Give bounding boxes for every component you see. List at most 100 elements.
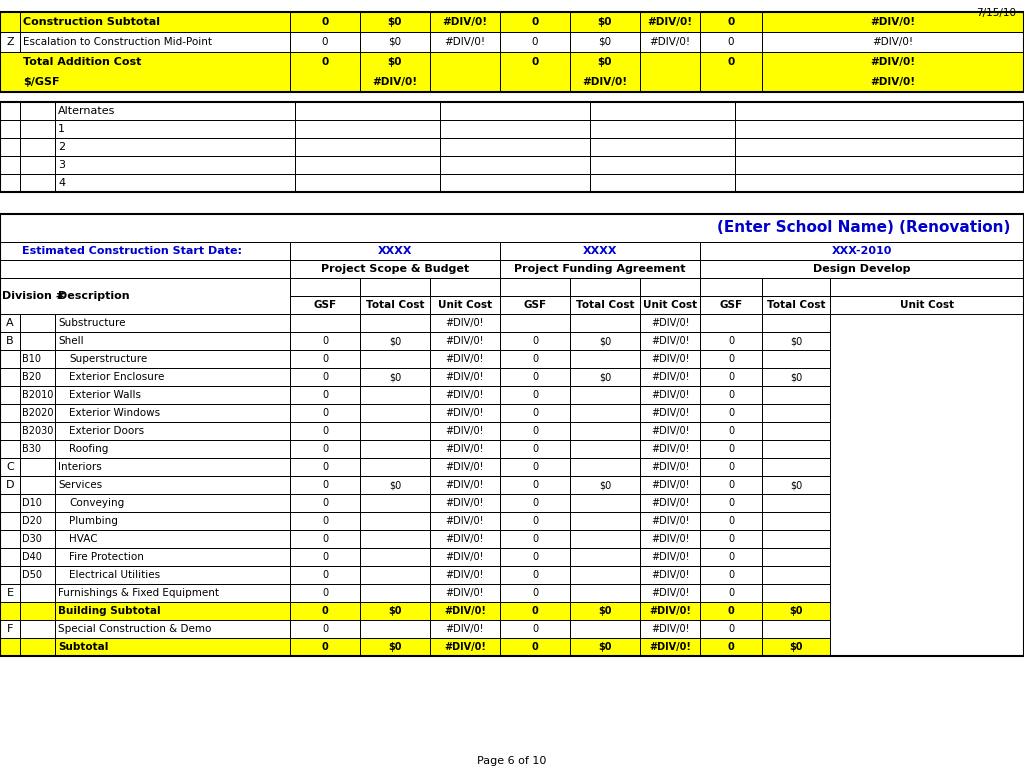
Bar [700, 458, 762, 476]
Text: Exterior Walls: Exterior Walls [69, 390, 141, 400]
Text: #DIV/0!: #DIV/0! [445, 624, 484, 634]
Bar [0, 314, 20, 332]
Text: 2: 2 [58, 142, 66, 152]
Text: 0: 0 [322, 534, 328, 544]
Text: #DIV/0!: #DIV/0! [650, 444, 689, 454]
Text: 0: 0 [728, 642, 734, 652]
Text: 0: 0 [531, 588, 538, 598]
Bar [440, 120, 590, 138]
Text: #DIV/0!: #DIV/0! [650, 462, 689, 472]
Bar [762, 422, 830, 440]
Text: #DIV/0!: #DIV/0! [445, 426, 484, 436]
Text: $0: $0 [598, 17, 612, 27]
Bar [500, 440, 570, 458]
Bar [20, 138, 55, 156]
Bar [500, 566, 570, 584]
Bar [500, 350, 570, 368]
Bar [55, 404, 290, 422]
Text: 0: 0 [531, 336, 538, 346]
Bar [55, 120, 295, 138]
Bar [0, 52, 290, 92]
Text: #DIV/0!: #DIV/0! [445, 516, 484, 526]
Bar [500, 530, 570, 548]
Text: Roofing: Roofing [69, 444, 109, 454]
Bar [55, 332, 290, 350]
Text: $0: $0 [790, 336, 802, 346]
Text: 1: 1 [58, 124, 65, 134]
Bar [640, 494, 700, 512]
Bar [700, 278, 762, 296]
Text: #DIV/0!: #DIV/0! [650, 570, 689, 580]
Text: Description: Description [58, 291, 130, 301]
Bar [55, 512, 290, 530]
Text: 0: 0 [531, 480, 538, 490]
Text: #DIV/0!: #DIV/0! [870, 17, 915, 27]
Bar [500, 404, 570, 422]
Text: #DIV/0!: #DIV/0! [445, 444, 484, 454]
Text: 0: 0 [531, 354, 538, 364]
Bar [570, 52, 640, 92]
Text: $0: $0 [388, 606, 401, 616]
Text: 0: 0 [531, 534, 538, 544]
Bar [55, 620, 290, 638]
Text: 0: 0 [322, 57, 329, 67]
Bar [55, 368, 290, 386]
Bar [360, 314, 430, 332]
Bar [700, 32, 762, 52]
Bar [700, 440, 762, 458]
Text: Alternates: Alternates [58, 106, 116, 116]
Text: 0: 0 [531, 57, 539, 67]
Bar [55, 548, 290, 566]
Bar [500, 602, 570, 620]
Bar [700, 566, 762, 584]
Text: #DIV/0!: #DIV/0! [647, 17, 692, 27]
Text: Estimated Construction Start Date:: Estimated Construction Start Date: [22, 246, 242, 256]
Bar [290, 260, 500, 278]
Bar [640, 440, 700, 458]
Bar [640, 458, 700, 476]
Bar [290, 242, 500, 260]
Text: 0: 0 [322, 498, 328, 508]
Text: #DIV/0!: #DIV/0! [444, 642, 486, 652]
Bar [640, 278, 700, 296]
Text: Fire Protection: Fire Protection [69, 552, 144, 562]
Bar [430, 620, 500, 638]
Bar [55, 386, 290, 404]
Text: #DIV/0!: #DIV/0! [650, 516, 689, 526]
Text: #DIV/0!: #DIV/0! [649, 606, 691, 616]
Text: #DIV/0!: #DIV/0! [445, 588, 484, 598]
Bar [500, 638, 570, 656]
Text: Total Cost: Total Cost [366, 300, 424, 310]
Bar [0, 12, 1024, 92]
Bar [290, 422, 360, 440]
Bar [590, 138, 735, 156]
Text: #DIV/0!: #DIV/0! [444, 37, 485, 47]
Bar [360, 458, 430, 476]
Bar [360, 638, 430, 656]
Bar [762, 32, 1024, 52]
Bar [640, 12, 700, 32]
Bar [762, 458, 830, 476]
Text: #DIV/0!: #DIV/0! [650, 588, 689, 598]
Bar [20, 476, 55, 494]
Bar [290, 638, 360, 656]
Text: 0: 0 [322, 570, 328, 580]
Bar [430, 332, 500, 350]
Bar [0, 368, 20, 386]
Text: Page 6 of 10: Page 6 of 10 [477, 756, 547, 766]
Bar [430, 512, 500, 530]
Text: 0: 0 [728, 606, 734, 616]
Text: D10: D10 [22, 498, 42, 508]
Text: #DIV/0!: #DIV/0! [650, 336, 689, 346]
Text: 0: 0 [531, 37, 539, 47]
Bar [570, 422, 640, 440]
Bar [430, 52, 500, 92]
Bar [20, 156, 55, 174]
Bar [735, 174, 1024, 192]
Text: 0: 0 [322, 516, 328, 526]
Bar [55, 602, 290, 620]
Bar [500, 548, 570, 566]
Text: 0: 0 [728, 462, 734, 472]
Bar [430, 314, 500, 332]
Bar [700, 386, 762, 404]
